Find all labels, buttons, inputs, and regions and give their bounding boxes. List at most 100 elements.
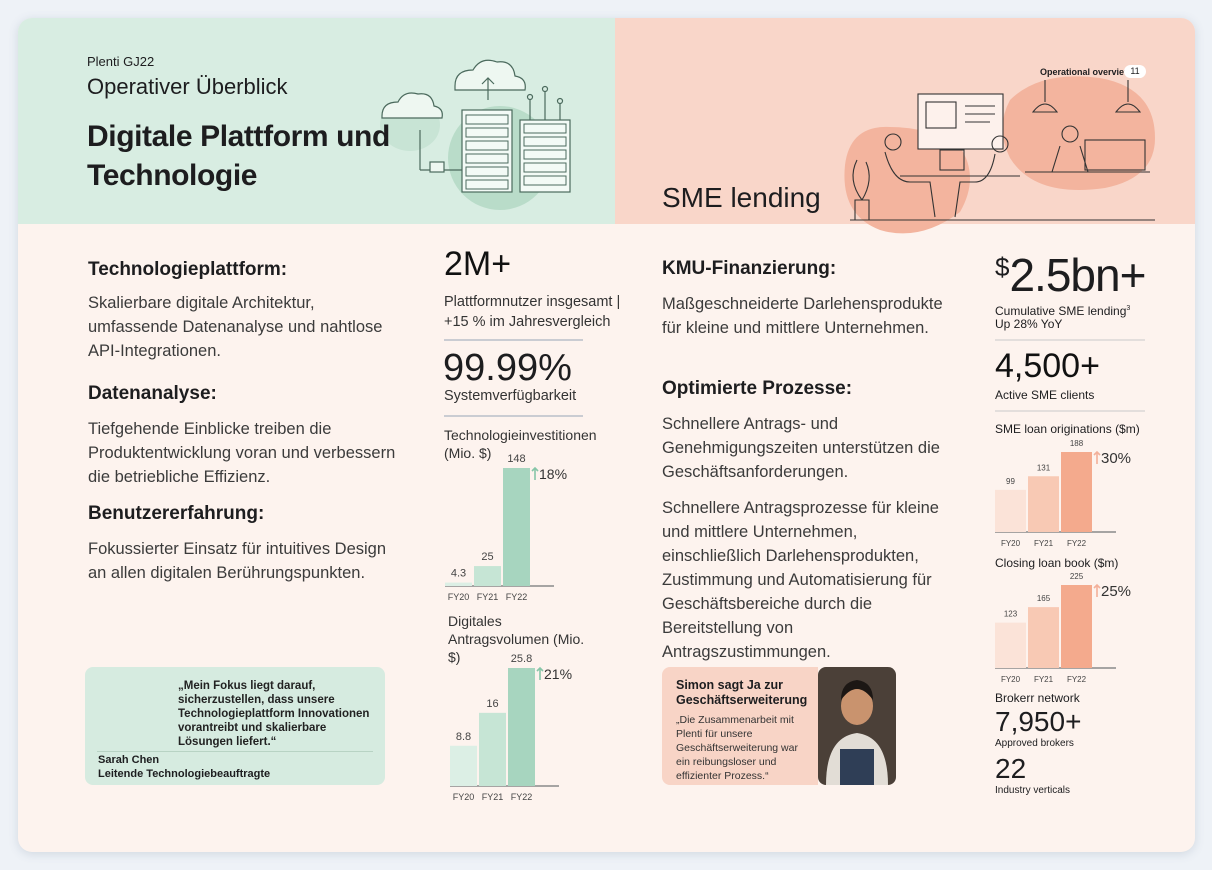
- body-text: Schnellere Antrags- und Genehmigungszeit…: [662, 415, 940, 481]
- stat-value: 4,500+: [995, 347, 1100, 385]
- bar: [450, 745, 477, 786]
- bar: [1061, 585, 1092, 668]
- value-label: 25.8: [511, 653, 532, 665]
- badge: Operational overview: [1040, 67, 1132, 77]
- value-label: 188: [1070, 439, 1084, 448]
- quote-box: Simon sagt Ja zur Geschäftserweiterung „…: [662, 667, 818, 785]
- category-label: FY20: [448, 592, 470, 602]
- stat-label: Approved brokers: [995, 738, 1074, 749]
- title-line: Technologie: [87, 159, 258, 192]
- bar: [995, 489, 1026, 532]
- left-sections: Technologieplattform: Skalierbare digita…: [88, 259, 408, 585]
- stat-label: Plattformnutzer insgesamt | +15 % im Jah…: [444, 294, 621, 330]
- quote-name: Sarah Chen: [98, 754, 160, 766]
- body-text: Fokussierter Einsatz für intuitives Desi…: [88, 540, 387, 582]
- category-label: FY20: [453, 792, 475, 802]
- quote-box: „Mein Fokus liegt darauf, sicherzustelle…: [85, 667, 385, 785]
- quote-text: „Die Zusammenarbeit mit Plenti für unser…: [676, 714, 798, 782]
- stat-label: Systemverfügbarkeit: [444, 388, 577, 404]
- heading: Datenanalyse:: [88, 383, 217, 404]
- body-text: Tiefgehende Einblicke treiben die Produk…: [88, 420, 396, 486]
- growth-label: 25%: [1101, 583, 1131, 600]
- value-label: 4.3: [451, 568, 466, 580]
- stat-label: Industry verticals: [995, 785, 1071, 796]
- value-label: 225: [1070, 572, 1084, 581]
- value-label: 131: [1037, 463, 1051, 472]
- category-label: FY20: [1001, 539, 1021, 548]
- stat-value: 22: [995, 753, 1027, 784]
- chart-title: Closing loan book ($m): [995, 556, 1119, 570]
- growth-arrow-head: [1093, 583, 1101, 589]
- stat-label: Cumulative SME lending3: [995, 302, 1130, 318]
- stat-value: 2.5bn+: [1009, 249, 1146, 301]
- growth-arrow-head: [536, 666, 544, 672]
- bar: [474, 566, 501, 586]
- currency: $: [995, 252, 1010, 282]
- server-illustration: [380, 59, 571, 210]
- body-text: Maßgeschneiderte Darlehensprodukte für k…: [662, 295, 943, 337]
- chart-title: Technologieinvestitionen (Mio. $): [444, 427, 597, 461]
- bar: [479, 712, 506, 786]
- chart-title: SME loan originations ($m): [995, 422, 1140, 436]
- heading: Benutzererfahrung:: [88, 503, 265, 524]
- value-label: 99: [1006, 477, 1015, 486]
- growth-label: 21%: [544, 666, 572, 682]
- value-label: 25: [481, 551, 493, 563]
- title: Digitale Plattform und Technologie: [87, 117, 390, 195]
- quote-role: Leitende Technologiebeauftragte: [98, 768, 271, 780]
- bar: [1061, 452, 1092, 532]
- body-text: Skalierbare digitale Architektur, umfass…: [88, 294, 383, 360]
- subtitle: Operativer Überblick: [87, 74, 288, 99]
- stat-value: 7,950+: [995, 706, 1082, 737]
- avatar-simon: [818, 667, 896, 785]
- growth-label: 18%: [539, 466, 567, 482]
- quote-text: „Mein Fokus liegt darauf, sicherzustelle…: [178, 680, 370, 748]
- broker-heading: Brokerr network: [995, 691, 1080, 705]
- quote-title: Simon sagt Ja zur Geschäftserweiterung: [676, 678, 808, 707]
- value-label: 16: [486, 698, 498, 710]
- stat-label-text: Cumulative SME lending: [995, 304, 1127, 318]
- value-label: 165: [1037, 594, 1051, 603]
- page-number: 11: [1124, 65, 1146, 78]
- divider: [97, 751, 373, 752]
- growth-arrow-head: [1093, 450, 1101, 456]
- heading: KMU-Finanzierung:: [662, 258, 837, 279]
- kicker: Plenti GJ22: [87, 54, 155, 69]
- chart-title: Digitales Antragsvolumen (Mio. $): [448, 613, 585, 665]
- body-text: Schnellere Antragsprozesse für kleine un…: [662, 499, 939, 661]
- stat-sublabel: Up 28% YoY: [995, 317, 1063, 331]
- bar: [1028, 476, 1059, 532]
- bar: [995, 622, 1026, 668]
- stat-value: 99.99%: [443, 347, 572, 389]
- heading: Optimierte Prozesse:: [662, 378, 853, 399]
- category-label: FY20: [1001, 675, 1021, 684]
- value-label: 8.8: [456, 731, 471, 743]
- stat-value: 2M+: [444, 245, 512, 283]
- bar: [1028, 607, 1059, 668]
- section-title: SME lending: [662, 182, 821, 213]
- heading: Technologieplattform:: [88, 259, 288, 280]
- category-label: FY21: [1034, 675, 1054, 684]
- stat-lending: $2.5bn+: [995, 249, 1146, 301]
- footnote: 3: [1126, 305, 1131, 312]
- category-label: FY22: [1067, 675, 1087, 684]
- bar: [508, 668, 535, 786]
- growth-arrow-head: [531, 466, 539, 472]
- category-label: FY22: [511, 792, 533, 802]
- bar: [445, 582, 472, 586]
- growth-label: 30%: [1101, 450, 1131, 467]
- category-label: FY21: [477, 592, 499, 602]
- bar: [503, 468, 530, 586]
- category-label: FY21: [482, 792, 504, 802]
- value-label: 148: [507, 453, 525, 465]
- right-sections: KMU-Finanzierung: Maßgeschneiderte Darle…: [662, 258, 954, 664]
- category-label: FY22: [1067, 539, 1087, 548]
- title-line: Digitale Plattform und: [87, 120, 390, 153]
- cafe-illustration: [844, 76, 1155, 234]
- category-label: FY21: [1034, 539, 1054, 548]
- category-label: FY22: [506, 592, 528, 602]
- value-label: 123: [1004, 610, 1018, 619]
- stat-label: Active SME clients: [995, 388, 1095, 402]
